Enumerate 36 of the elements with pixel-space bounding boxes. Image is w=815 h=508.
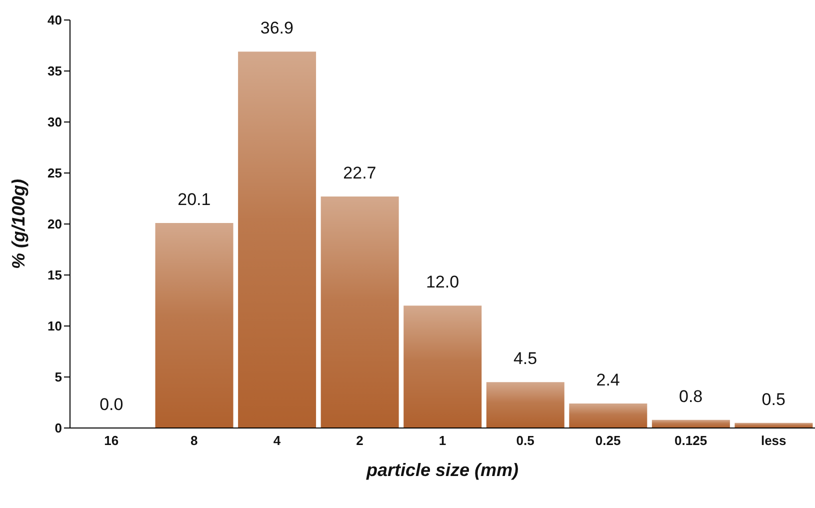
x-tick-label: 0.125 xyxy=(674,433,708,448)
data-label: 0.0 xyxy=(100,395,124,414)
data-label: 0.5 xyxy=(762,390,786,409)
bar xyxy=(155,222,234,428)
x-tick-label: 1 xyxy=(438,433,446,448)
data-label: 12.0 xyxy=(426,272,460,292)
data-label: 20.1 xyxy=(178,190,211,209)
bar xyxy=(652,420,730,428)
data-label: 0.8 xyxy=(679,386,703,406)
x-tick-label: 2 xyxy=(356,433,364,448)
y-tick-label: 25 xyxy=(48,166,62,181)
bar xyxy=(320,196,399,428)
data-label: 4.5 xyxy=(513,349,538,368)
x-tick-label: 8 xyxy=(190,433,198,448)
y-tick-label: 0 xyxy=(54,420,62,436)
bar xyxy=(486,382,564,428)
x-tick-label: less xyxy=(760,433,786,448)
data-label: 2.4 xyxy=(596,370,620,390)
y-tick-label: 35 xyxy=(48,64,62,79)
bar xyxy=(238,52,316,428)
y-tick-label: 5 xyxy=(54,370,62,385)
data-label: 36.9 xyxy=(260,18,294,38)
x-tick-label: 16 xyxy=(104,433,119,448)
bar xyxy=(569,404,648,428)
y-axis-title: % (g/100g) xyxy=(8,178,28,270)
y-tick-label: 40 xyxy=(48,12,62,28)
x-tick-label: 0.5 xyxy=(516,433,534,448)
y-tick-label: 30 xyxy=(48,114,62,130)
x-axis-title: particle size (mm) xyxy=(365,460,519,480)
y-tick-label: 20 xyxy=(48,216,62,232)
x-tick-label: 4 xyxy=(273,433,282,448)
y-tick-label: 15 xyxy=(48,268,62,283)
x-tick-label: 0.25 xyxy=(595,433,621,448)
bar xyxy=(404,306,482,428)
y-tick-label: 10 xyxy=(48,318,62,334)
data-label: 22.7 xyxy=(343,163,376,182)
